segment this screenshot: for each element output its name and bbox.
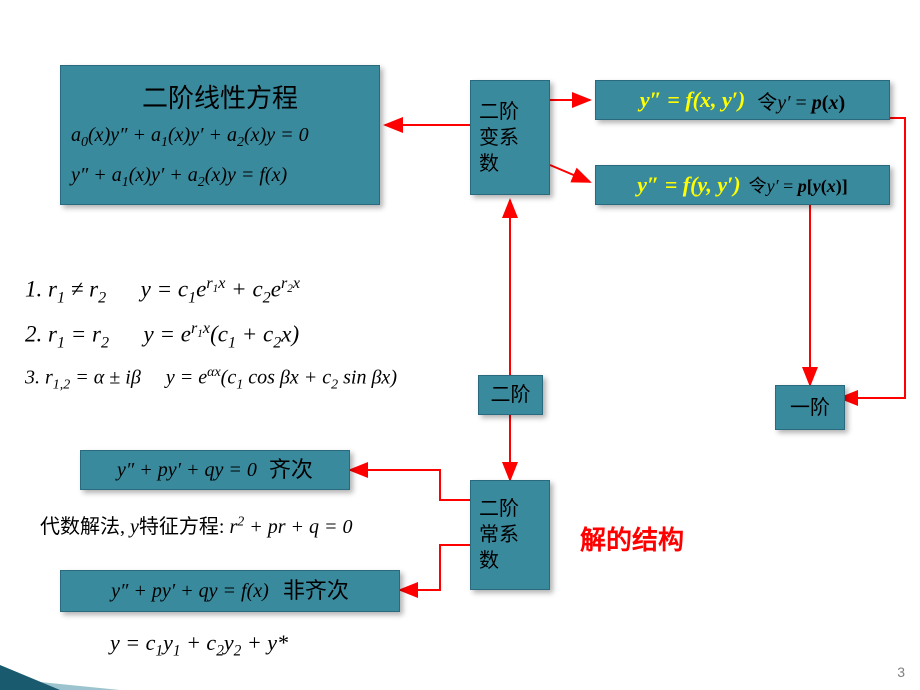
homo-label: 齐次 — [269, 456, 313, 485]
main-eq1: a0(x)y″ + a1(x)y′ + a2(x)y = 0 — [71, 121, 309, 153]
gensol: y = c1y1 + c2y2 + y* — [110, 630, 288, 660]
const-coef-label: 二阶常系数 — [479, 496, 519, 574]
nonhomogeneous-box: y″ + py′ + qy = f(x) 非齐次 — [60, 570, 400, 612]
corner-decoration — [0, 665, 60, 690]
homo-eq: y″ + py′ + qy = 0 — [117, 456, 257, 484]
case2: 2. r1 = r2 y = er1x(c1 + c2x) — [25, 320, 299, 352]
eq2-left: y″ = f(y, y′) — [637, 172, 740, 198]
nonhomo-eq: y″ + py′ + qy = f(x) — [111, 577, 269, 605]
eq2-right: 令y′ = p[y(x)] — [749, 172, 848, 198]
page-number: 3 — [897, 664, 905, 680]
var-coef-box: 二阶变系数 — [470, 80, 550, 195]
second-order-box: 二阶 — [478, 375, 543, 415]
main-box: 二阶线性方程 a0(x)y″ + a1(x)y′ + a2(x)y = 0 y″… — [60, 65, 380, 205]
const-coef-box: 二阶常系数 — [470, 480, 550, 590]
eq1-left: y″ = f(x, y′) — [640, 87, 745, 113]
first-order-box: 一阶 — [775, 385, 845, 430]
eq-box-1: y″ = f(x, y′) 令y′ = p(x) — [595, 80, 890, 120]
second-order-label: 二阶 — [491, 382, 531, 408]
var-coef-label: 二阶变系数 — [479, 99, 519, 177]
first-order-label: 一阶 — [790, 395, 830, 421]
homogeneous-box: y″ + py′ + qy = 0 齐次 — [80, 450, 350, 490]
case1: 1. r1 ≠ r2 y = c1er1x + c2er2x — [25, 275, 300, 307]
case3: 3. r1,2 = α ± iβ y = eαx(c1 cos βx + c2 … — [25, 365, 397, 394]
main-title: 二阶线性方程 — [71, 78, 369, 115]
char-eq: 代数解法, y特征方程: r2 + pr + q = 0 — [40, 510, 353, 539]
main-eq2: y″ + a1(x)y′ + a2(x)y = f(x) — [71, 161, 287, 193]
structure-label: 解的结构 — [580, 520, 684, 557]
eq-box-2: y″ = f(y, y′) 令y′ = p[y(x)] — [595, 165, 890, 205]
nonhomo-label: 非齐次 — [283, 577, 349, 606]
eq1-right: 令y′ = p(x) — [757, 86, 845, 115]
